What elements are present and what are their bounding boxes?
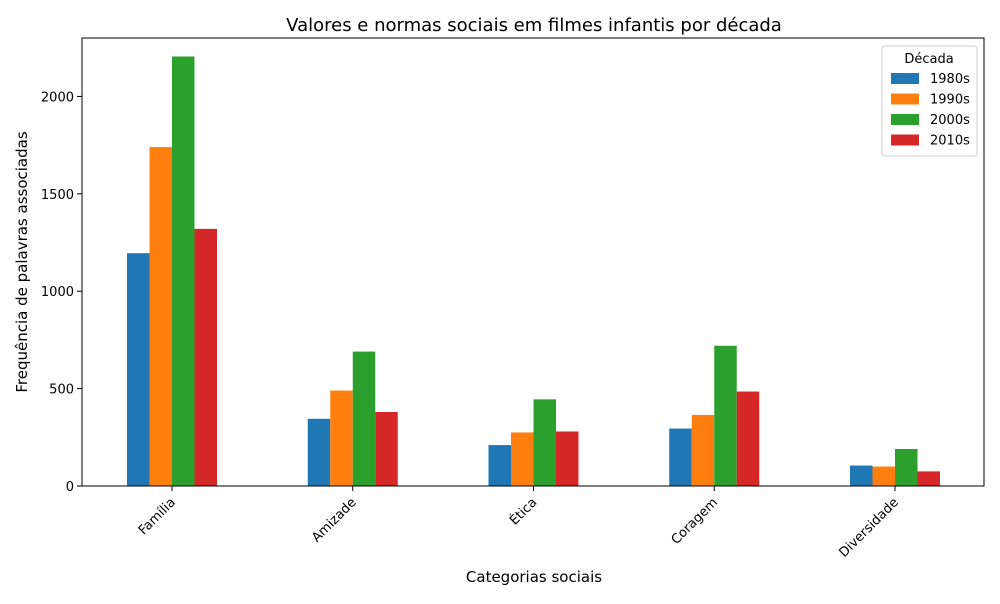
legend-title: Década [904, 52, 953, 67]
bar-1990s-Família [149, 147, 172, 487]
legend-label: 2010s [930, 134, 970, 149]
legend-label: 1990s [930, 93, 970, 108]
y-tick-label: 500 [49, 383, 74, 398]
y-tick-label: 2000 [41, 90, 74, 105]
x-axis: Família Amizade Ética Coragem Diversidade [136, 486, 902, 561]
y-tick-label: 1500 [41, 188, 74, 203]
bar-1990s-Coragem [691, 414, 715, 486]
bar-1980s-Família [127, 253, 150, 486]
plot-frame [81, 37, 985, 487]
chart-title: Valores e normas sociais em filmes infan… [286, 15, 782, 36]
bar-1980s-Amizade [307, 418, 331, 486]
bar-2010s-Amizade [375, 411, 398, 486]
bar-2000s-Família [172, 56, 195, 487]
bar-2010s-Coragem [736, 391, 760, 486]
bar-2010s-Família [194, 228, 217, 486]
y-axis-label: Frequência de palavras associadas [13, 131, 31, 392]
bar-2000s-Coragem [714, 345, 737, 486]
x-tick-label: Ética [506, 495, 540, 529]
legend-swatch [891, 73, 919, 84]
bars [127, 56, 940, 487]
bar-1990s-Amizade [330, 390, 353, 486]
bar-1990s-Ética [511, 432, 534, 486]
x-axis-label: Categorias sociais [466, 568, 602, 586]
legend-swatch [891, 134, 919, 146]
legend-swatch [891, 114, 919, 125]
bar-1980s-Diversidade [850, 465, 873, 486]
y-tick-label: 1000 [41, 285, 74, 300]
legend: Década 1980s 1990s 2000s 2010s [881, 45, 978, 157]
bar-1990s-Diversidade [872, 466, 895, 486]
legend-label: 2000s [930, 113, 970, 128]
x-tick-label: Coragem [669, 495, 722, 548]
bar-2000s-Amizade [352, 351, 376, 486]
bar-2010s-Diversidade [917, 471, 940, 486]
y-axis: 0 500 1000 1500 2000 [41, 90, 82, 495]
x-tick-label: Diversidade [836, 495, 901, 560]
x-tick-label: Amizade [309, 495, 359, 545]
legend-swatch [891, 93, 919, 105]
bar-2010s-Ética [556, 431, 579, 486]
bar-1980s-Coragem [669, 428, 692, 486]
bar-2000s-Ética [533, 399, 556, 486]
legend-label: 1980s [930, 72, 970, 87]
bar-1980s-Ética [488, 445, 511, 486]
x-tick-label: Família [136, 495, 179, 538]
bar-2000s-Diversidade [895, 448, 918, 486]
y-tick-label: 0 [66, 480, 74, 495]
